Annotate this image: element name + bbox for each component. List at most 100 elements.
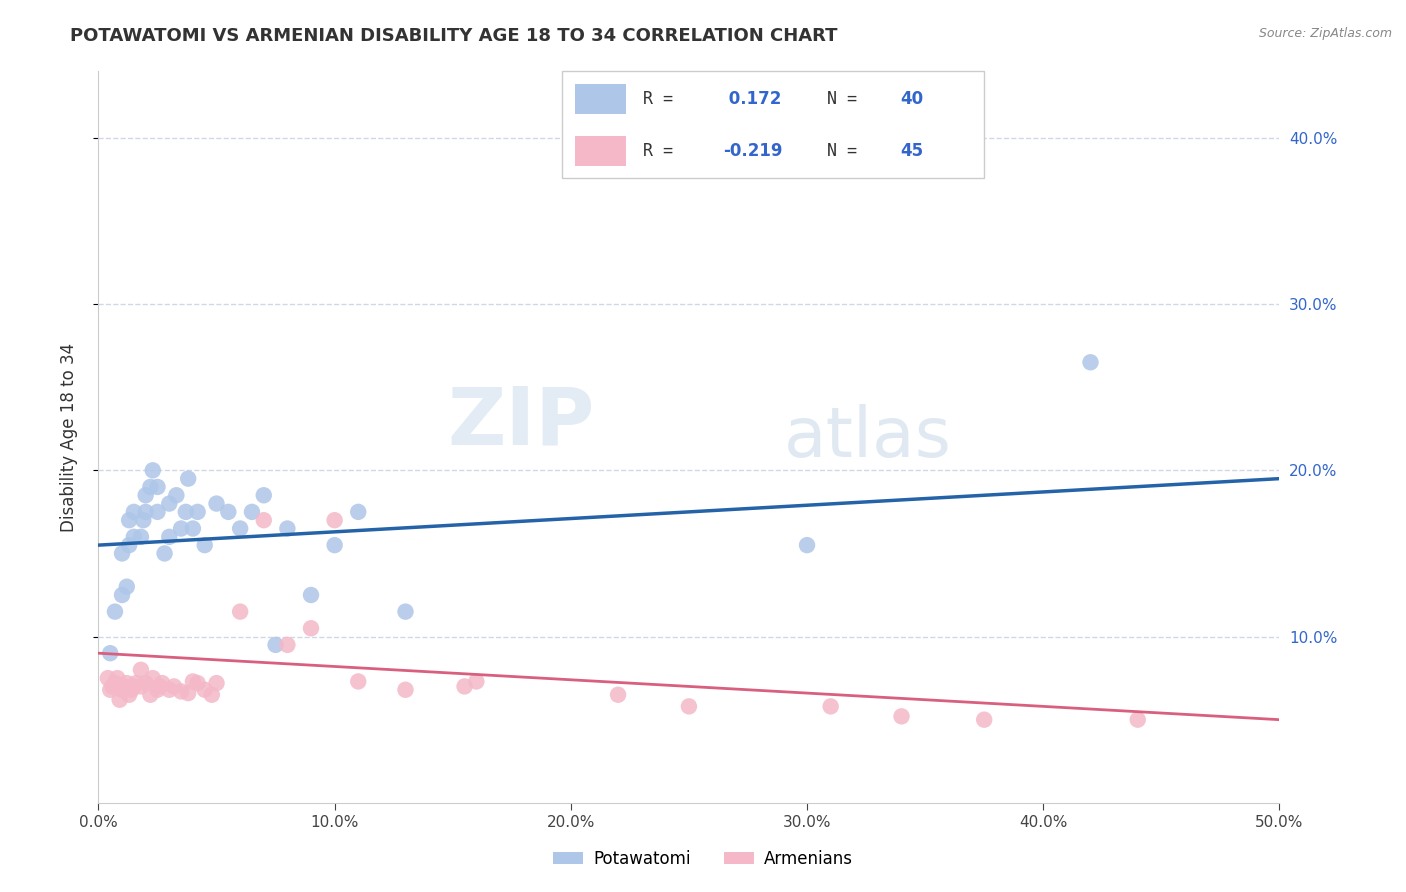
Point [205,676,228,690]
Point [122,680,145,694]
Point [121,682,143,697]
Point [142,671,165,685]
Text: 0.172: 0.172 [723,90,782,108]
Text: Source: ZipAtlas.com: Source: ZipAtlas.com [1258,27,1392,40]
Point [973,713,995,727]
Point [153,546,176,560]
Point [125,676,148,690]
Point [174,505,197,519]
FancyBboxPatch shape [575,136,626,166]
Point [98,682,121,697]
Point [229,521,252,535]
Point [115,676,138,690]
Point [678,699,700,714]
Point [146,505,169,519]
Point [150,676,173,690]
Point [157,530,180,544]
Point [194,538,217,552]
Point [149,680,172,694]
Point [187,505,209,519]
Point [129,530,152,544]
Point [146,480,169,494]
FancyBboxPatch shape [562,71,984,178]
Point [118,688,141,702]
Point [229,605,252,619]
Point [177,472,200,486]
Point [323,538,346,552]
Point [157,682,180,697]
Point [139,480,162,494]
Text: atlas: atlas [783,403,952,471]
Point [607,688,630,702]
Text: R =: R = [643,142,682,160]
Point [201,688,224,702]
FancyBboxPatch shape [575,84,626,114]
Point [165,488,187,502]
Point [142,463,165,477]
Point [163,680,186,694]
Point [111,682,134,697]
Point [118,513,141,527]
Point [139,688,162,702]
Point [122,530,145,544]
Point [129,680,152,694]
Point [97,671,120,685]
Point [170,521,193,535]
Point [101,680,124,694]
Point [796,538,818,552]
Point [98,646,121,660]
Point [105,671,128,685]
Point [299,621,322,635]
Point [135,488,157,502]
Point [347,505,370,519]
Point [187,676,209,690]
Point [394,682,416,697]
Point [276,638,298,652]
Point [276,521,298,535]
Point [820,699,842,714]
Point [181,674,204,689]
Point [217,505,239,519]
Point [323,513,346,527]
Point [104,605,127,619]
Point [115,580,138,594]
Point [129,663,152,677]
Point [135,676,157,690]
Text: POTAWATOMI VS ARMENIAN DISABILITY AGE 18 TO 34 CORRELATION CHART: POTAWATOMI VS ARMENIAN DISABILITY AGE 18… [70,27,838,45]
Point [194,682,217,697]
Legend: Potawatomi, Armenians: Potawatomi, Armenians [547,844,859,875]
Point [253,488,276,502]
Point [111,588,134,602]
Text: -0.219: -0.219 [723,142,782,160]
Y-axis label: Disability Age 18 to 34: Disability Age 18 to 34 [59,343,77,532]
Text: N =: N = [807,142,868,160]
Point [132,513,155,527]
Text: N =: N = [807,90,868,108]
Point [111,546,134,560]
Point [240,505,263,519]
Point [1126,713,1149,727]
Point [465,674,488,689]
Point [299,588,322,602]
Point [347,674,370,689]
Point [181,521,204,535]
Point [157,497,180,511]
Text: ZIP: ZIP [447,384,595,461]
Point [135,505,157,519]
Point [104,676,127,690]
Text: 40: 40 [900,90,922,108]
Point [453,680,475,694]
Text: 45: 45 [900,142,922,160]
Text: R =: R = [643,90,682,108]
Point [108,692,131,706]
Point [177,686,200,700]
Point [112,680,135,694]
Point [122,505,145,519]
Point [146,682,169,697]
Point [394,605,416,619]
Point [264,638,287,652]
Point [205,497,228,511]
Point [253,513,276,527]
Point [118,538,141,552]
Point [1080,355,1102,369]
